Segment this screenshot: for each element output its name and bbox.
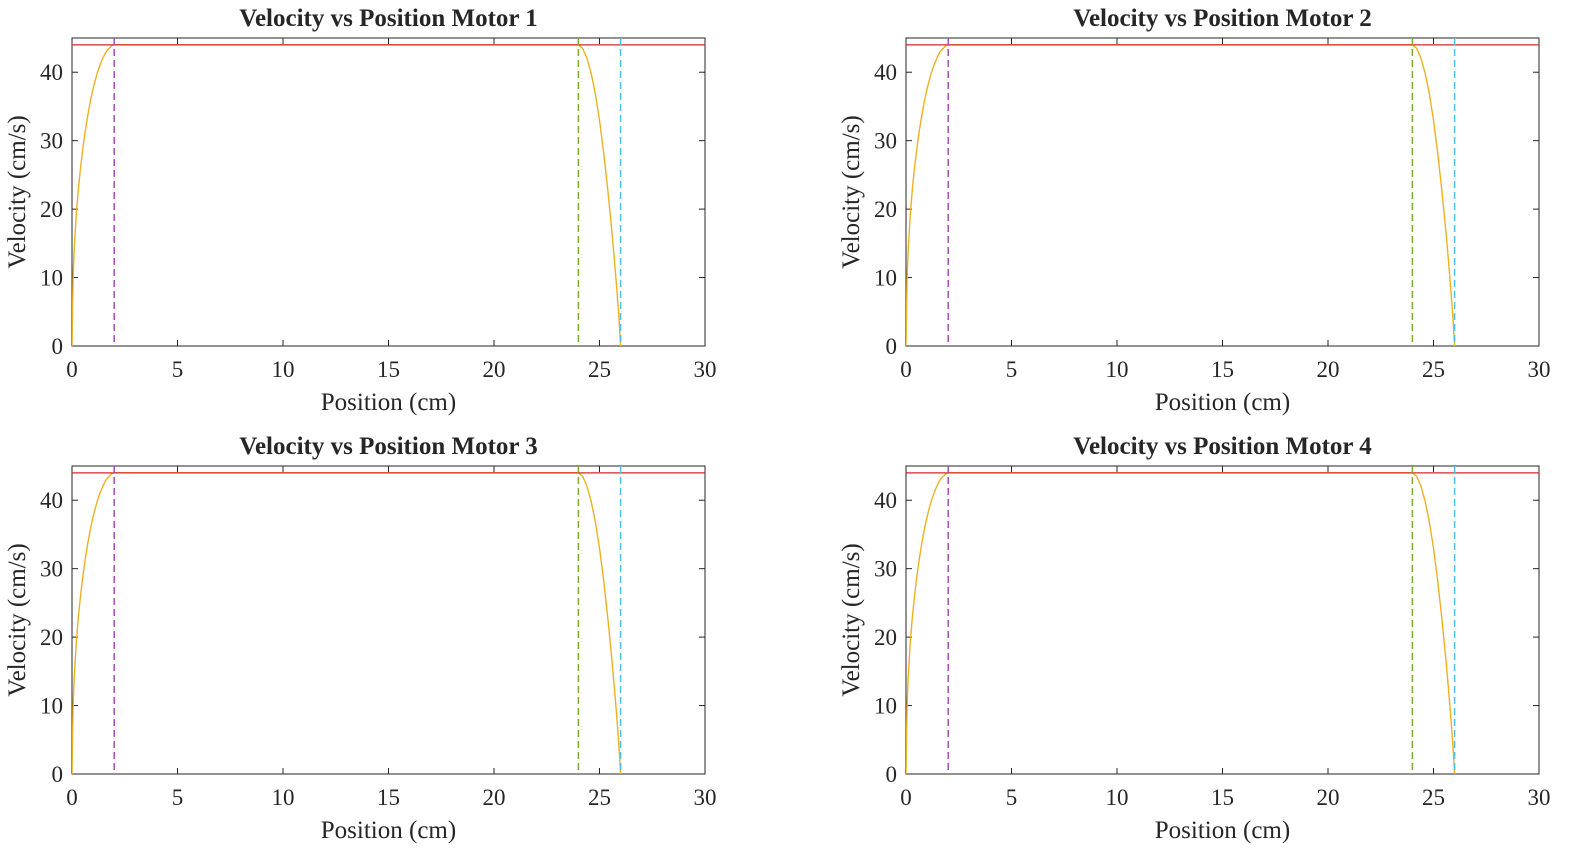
y-tick-label: 10 bbox=[40, 266, 63, 291]
x-axis-label: Position (cm) bbox=[321, 389, 456, 416]
x-axis-label: Position (cm) bbox=[1155, 389, 1290, 416]
x-tick-label: 0 bbox=[900, 785, 912, 810]
x-tick-label: 15 bbox=[1211, 357, 1234, 382]
x-tick-label: 30 bbox=[694, 785, 717, 810]
y-tick-label: 20 bbox=[874, 197, 897, 222]
x-tick-label: 30 bbox=[1528, 785, 1551, 810]
y-tick-label: 0 bbox=[52, 334, 64, 359]
x-tick-label: 10 bbox=[272, 357, 295, 382]
y-tick-label: 40 bbox=[40, 488, 63, 513]
x-tick-label: 20 bbox=[483, 357, 506, 382]
y-tick-label: 0 bbox=[886, 334, 898, 359]
x-axis-label: Position (cm) bbox=[1155, 817, 1290, 844]
x-tick-label: 0 bbox=[900, 357, 912, 382]
chart-panel-1: 0 5 10 15 20 25 30 0 10 20 30 40 Velocity vs Positio… bbox=[4, 5, 717, 416]
y-axis-label: Velocity (cm/s) bbox=[838, 115, 865, 268]
y-axis-label: Velocity (cm/s) bbox=[4, 115, 31, 268]
y-tick-label: 20 bbox=[40, 625, 63, 650]
x-tick-label: 20 bbox=[1317, 785, 1340, 810]
x-tick-label: 30 bbox=[1528, 357, 1551, 382]
x-tick-label: 10 bbox=[1106, 357, 1129, 382]
y-tick-label: 40 bbox=[874, 60, 897, 85]
chart-panel-3: 0 5 10 15 20 25 30 0 10 20 30 40 Velocity vs Positio… bbox=[4, 433, 717, 844]
x-tick-label: 25 bbox=[588, 785, 611, 810]
axes-frame bbox=[905, 465, 1540, 775]
plot-area bbox=[906, 38, 1539, 346]
y-tick-label: 30 bbox=[874, 129, 897, 154]
velocity-series-line bbox=[72, 472, 622, 774]
x-tick-label: 25 bbox=[1422, 785, 1445, 810]
x-tick-label: 15 bbox=[1211, 785, 1234, 810]
velocity-series-line bbox=[72, 44, 622, 346]
x-tick-label: 10 bbox=[1106, 785, 1129, 810]
chart-title: Velocity vs Position Motor 4 bbox=[1073, 433, 1372, 460]
y-tick-label: 20 bbox=[874, 625, 897, 650]
chart-title: Velocity vs Position Motor 2 bbox=[1073, 5, 1372, 32]
x-tick-label: 15 bbox=[377, 785, 400, 810]
axes-frame bbox=[71, 465, 706, 775]
x-tick-label: 5 bbox=[1006, 357, 1018, 382]
x-tick-label: 5 bbox=[1006, 785, 1018, 810]
y-tick-label: 30 bbox=[40, 129, 63, 154]
x-tick-label: 5 bbox=[172, 357, 184, 382]
chart-panel-4: 0 5 10 15 20 25 30 0 10 20 30 40 Velocity vs Positio… bbox=[838, 433, 1551, 844]
y-axis-label: Velocity (cm/s) bbox=[838, 543, 865, 696]
x-tick-label: 0 bbox=[66, 785, 78, 810]
y-tick-label: 20 bbox=[40, 197, 63, 222]
x-tick-label: 25 bbox=[1422, 357, 1445, 382]
velocity-series-line bbox=[906, 472, 1456, 774]
y-tick-label: 30 bbox=[40, 557, 63, 582]
y-axis-label: Velocity (cm/s) bbox=[4, 543, 31, 696]
x-tick-label: 10 bbox=[272, 785, 295, 810]
y-tick-label: 40 bbox=[40, 60, 63, 85]
plot-area bbox=[72, 466, 705, 774]
chart-title: Velocity vs Position Motor 1 bbox=[239, 5, 538, 32]
plot-area bbox=[906, 466, 1539, 774]
velocity-series-line bbox=[906, 44, 1456, 346]
y-tick-label: 0 bbox=[52, 762, 64, 787]
y-tick-label: 10 bbox=[874, 694, 897, 719]
chart-panel-2: 0 5 10 15 20 25 30 0 10 20 30 40 Velocity vs Positio… bbox=[838, 5, 1551, 416]
x-tick-label: 20 bbox=[483, 785, 506, 810]
x-tick-label: 25 bbox=[588, 357, 611, 382]
x-tick-label: 15 bbox=[377, 357, 400, 382]
x-tick-label: 5 bbox=[172, 785, 184, 810]
y-tick-label: 30 bbox=[874, 557, 897, 582]
x-tick-label: 30 bbox=[694, 357, 717, 382]
x-axis-label: Position (cm) bbox=[321, 817, 456, 844]
x-tick-label: 20 bbox=[1317, 357, 1340, 382]
axes-frame bbox=[905, 37, 1540, 347]
chart-title: Velocity vs Position Motor 3 bbox=[239, 433, 538, 460]
x-tick-label: 0 bbox=[66, 357, 78, 382]
y-tick-label: 40 bbox=[874, 488, 897, 513]
y-tick-label: 0 bbox=[886, 762, 898, 787]
y-tick-label: 10 bbox=[40, 694, 63, 719]
plot-area bbox=[72, 38, 705, 346]
y-tick-label: 10 bbox=[874, 266, 897, 291]
axes-frame bbox=[71, 37, 706, 347]
